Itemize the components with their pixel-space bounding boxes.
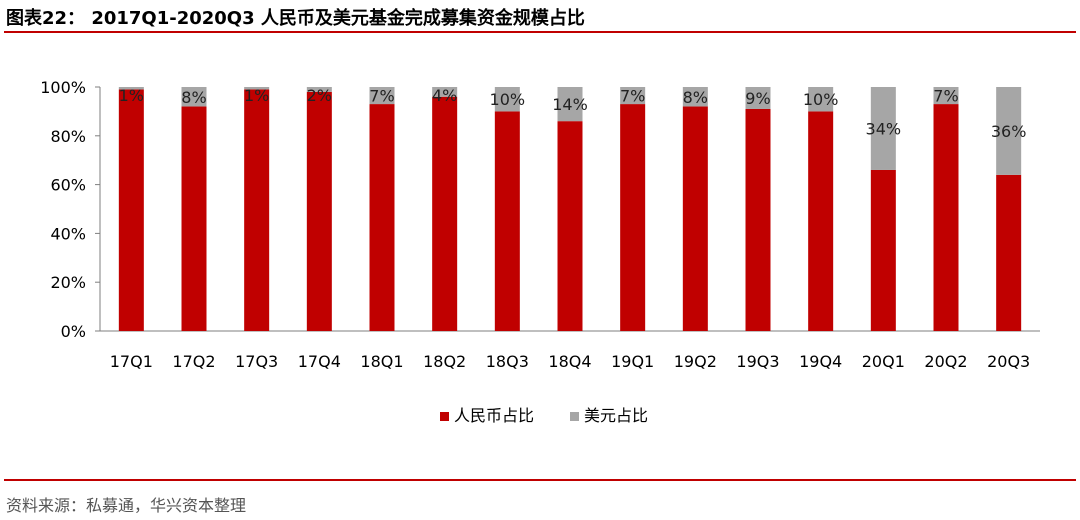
bar-usd — [996, 87, 1022, 175]
y-tick-label: 80% — [50, 127, 86, 146]
x-tick-label: 17Q2 — [172, 352, 215, 371]
source-note: 资料来源：私募通，华兴资本整理 — [6, 496, 247, 515]
data-label: 10% — [490, 90, 526, 109]
stacked-bar-chart: 0%20%40%60%80%100% 1%17Q18%17Q21%17Q32%1… — [40, 78, 1040, 425]
chart-title: 图表22： 2017Q1-2020Q3 人民币及美元基金完成募集资金规模占比 — [6, 8, 585, 29]
bar-rmb — [244, 89, 270, 331]
bar-rmb — [118, 89, 144, 331]
legend-label-usd: 美元占比 — [584, 406, 648, 425]
bar-rmb — [620, 104, 646, 331]
data-label: 36% — [991, 122, 1027, 141]
data-label: 7% — [369, 87, 394, 106]
data-label: 1% — [119, 86, 144, 105]
bar-rmb — [870, 169, 896, 331]
bar-rmb — [181, 106, 207, 332]
y-tick-label: 100% — [40, 78, 86, 97]
x-tick-label: 17Q3 — [235, 352, 278, 371]
data-label: 14% — [552, 95, 588, 114]
title-divider — [4, 31, 1076, 33]
x-tick-label: 19Q1 — [611, 352, 654, 371]
bar-rmb — [808, 111, 834, 332]
y-tick-label: 60% — [50, 176, 86, 195]
y-tick-label: 40% — [50, 224, 86, 243]
bar-rmb — [933, 104, 959, 331]
bar-usd — [181, 87, 207, 107]
data-label: 10% — [803, 90, 839, 109]
bar-usd — [620, 87, 646, 105]
bar-usd — [432, 87, 458, 97]
bar-rmb — [745, 108, 771, 332]
data-label: 34% — [866, 119, 902, 138]
bar-usd — [306, 87, 332, 92]
legend-swatch-rmb — [440, 412, 449, 421]
chart-legend: 人民币占比 美元占比 — [440, 406, 648, 425]
bar-rmb — [682, 106, 708, 332]
data-label: 8% — [683, 88, 708, 107]
bar-usd — [118, 87, 144, 90]
x-tick-label: 20Q2 — [924, 352, 967, 371]
bar-usd — [682, 87, 708, 107]
chart-labels: 1% 17Q1 8% 17Q2 1% 17Q3 2% 17Q4 7% 18Q1 4% 18Q2 10% 1… — [110, 86, 1030, 371]
bar-rmb — [369, 104, 395, 331]
bar-rmb — [306, 91, 332, 331]
bar-usd — [494, 87, 520, 112]
bar-rmb — [494, 111, 520, 332]
x-tick-label: 20Q1 — [862, 352, 905, 371]
footer-divider — [4, 479, 1076, 481]
legend-swatch-usd — [570, 412, 579, 421]
bar-rmb — [557, 121, 583, 331]
x-tick-label: 19Q2 — [674, 352, 717, 371]
bar-usd — [369, 87, 395, 105]
data-label: 4% — [432, 86, 457, 105]
data-label: 7% — [620, 87, 645, 106]
chart-bars — [118, 87, 1022, 332]
bar-usd — [745, 87, 771, 109]
x-tick-label: 17Q1 — [110, 352, 153, 371]
x-tick-label: 19Q4 — [799, 352, 842, 371]
bar-usd — [933, 87, 959, 105]
bar-rmb — [996, 174, 1022, 331]
legend-label-rmb: 人民币占比 — [454, 406, 534, 425]
data-label: 8% — [181, 88, 206, 107]
x-tick-label: 17Q4 — [298, 352, 341, 371]
y-tick-label: 20% — [50, 273, 86, 292]
x-tick-label: 18Q2 — [423, 352, 466, 371]
y-tick-label: 0% — [61, 322, 86, 341]
data-label: 2% — [307, 86, 332, 105]
x-tick-label: 18Q1 — [360, 352, 403, 371]
bar-usd — [808, 87, 834, 112]
x-tick-label: 18Q3 — [486, 352, 529, 371]
x-tick-label: 18Q4 — [548, 352, 591, 371]
data-label: 1% — [244, 86, 269, 105]
bar-usd — [244, 87, 270, 90]
bar-usd — [557, 87, 583, 122]
bar-rmb — [432, 96, 458, 331]
bar-usd — [870, 87, 896, 170]
data-label: 9% — [745, 89, 770, 108]
x-tick-label: 20Q3 — [987, 352, 1030, 371]
data-label: 7% — [933, 87, 958, 106]
x-tick-label: 19Q3 — [736, 352, 779, 371]
